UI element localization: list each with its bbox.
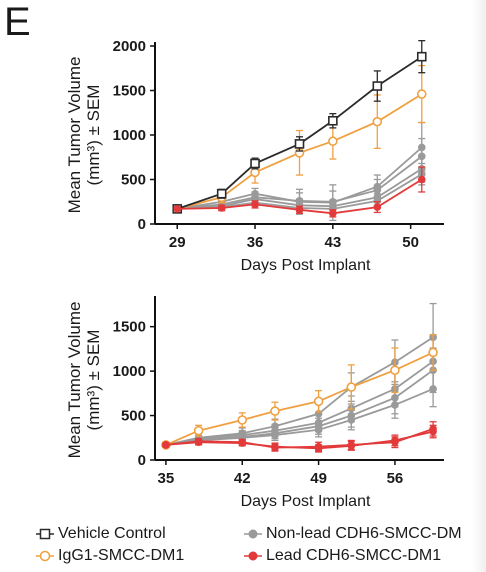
series-lead — [173, 166, 426, 218]
data-point — [294, 139, 305, 149]
series-line — [165, 360, 434, 446]
x-tick-label: 35 — [158, 470, 175, 487]
data-point — [329, 209, 337, 218]
y-tick-label: 500 — [121, 408, 146, 425]
chart-top: 0 500 1000 1500 2000 29 36 43 50 Days Post Implan… — [65, 38, 444, 274]
legend-marker-lead — [244, 551, 262, 561]
x-tick-label: 29 — [169, 234, 186, 251]
data-point — [347, 416, 356, 424]
data-point — [216, 188, 227, 199]
x-axis-label: Days Post Implant — [241, 493, 371, 510]
x-tick-label: 49 — [310, 470, 327, 487]
data-point — [346, 382, 357, 392]
data-point — [270, 406, 280, 416]
data-point — [250, 158, 260, 169]
series-line — [165, 351, 434, 446]
data-point — [313, 396, 324, 407]
data-point — [217, 204, 226, 212]
series-line — [165, 388, 434, 446]
y-tick-label: 1500 — [113, 319, 146, 336]
data-point — [328, 136, 338, 147]
x-tick-label: 56 — [387, 470, 404, 487]
data-point — [295, 205, 304, 214]
data-point — [238, 439, 247, 447]
legend-label-lead: Lead CDH6-SMCC-DM1 — [266, 547, 442, 564]
data-point — [391, 401, 399, 409]
y-tick-label: 0 — [138, 216, 146, 233]
data-point — [391, 436, 399, 445]
legend-marker-igg1 — [36, 550, 54, 562]
y-axis-label-line2: (mm³) ± SEM — [84, 85, 103, 186]
data-point — [428, 347, 438, 358]
x-tick-label: 36 — [247, 234, 264, 251]
data-point — [162, 441, 170, 449]
data-point — [328, 115, 338, 126]
data-point — [429, 385, 437, 393]
data-point — [347, 441, 356, 450]
x-tick-label: 42 — [234, 470, 251, 487]
data-point — [193, 425, 204, 436]
y-tick-label: 1000 — [113, 363, 146, 380]
series-line — [165, 336, 434, 446]
legend-marker-nonlead — [244, 529, 262, 539]
x-tick-label: 50 — [402, 234, 419, 251]
panel-letter: E — [4, 0, 31, 44]
data-point — [251, 200, 259, 209]
y-tick-label: 2000 — [113, 38, 146, 55]
scan-edge-strip — [472, 0, 486, 572]
y-tick-label: 0 — [138, 452, 146, 469]
chart-bottom: 0 500 1000 1500 35 42 49 56 Days Post Implant Mea… — [65, 296, 444, 510]
data-point — [372, 81, 383, 91]
data-point — [416, 51, 427, 62]
y-axis-label-line2: (mm³) ± SEM — [84, 330, 103, 431]
data-point — [271, 442, 279, 451]
legend-marker-vehicle — [36, 528, 54, 540]
y-tick-label: 1000 — [113, 127, 146, 144]
data-point — [390, 365, 400, 376]
data-point — [250, 167, 260, 178]
data-point — [417, 175, 426, 184]
data-point — [373, 203, 382, 211]
x-axis-label: Days Post Implant — [241, 257, 371, 274]
data-point — [271, 431, 279, 439]
series-line — [165, 430, 434, 450]
legend: Vehicle Control IgG1-SMCC-DM1 Non-lead C… — [36, 522, 486, 570]
y-tick-label: 1500 — [113, 83, 146, 100]
legend-label-nonlead: Non-lead CDH6-SMCC-DM — [266, 525, 462, 542]
y-axis-label-line1: Mean Tumor Volume — [65, 302, 84, 459]
legend-label-vehicle: Vehicle Control — [58, 525, 166, 542]
y-tick-label: 500 — [121, 172, 146, 189]
data-point — [429, 427, 437, 436]
data-point — [314, 425, 323, 434]
series-vehicle — [172, 40, 427, 214]
x-tick-label: 43 — [325, 234, 342, 251]
legend-label-igg1: IgG1-SMCC-DM1 — [58, 547, 185, 564]
data-point — [372, 116, 383, 127]
data-point — [173, 205, 182, 213]
data-point — [314, 444, 323, 453]
data-point — [237, 415, 248, 425]
data-point — [416, 89, 427, 99]
series-lead — [162, 424, 437, 453]
y-axis-label-line1: Mean Tumor Volume — [65, 57, 84, 214]
data-point — [194, 438, 203, 447]
data-point — [373, 197, 382, 205]
